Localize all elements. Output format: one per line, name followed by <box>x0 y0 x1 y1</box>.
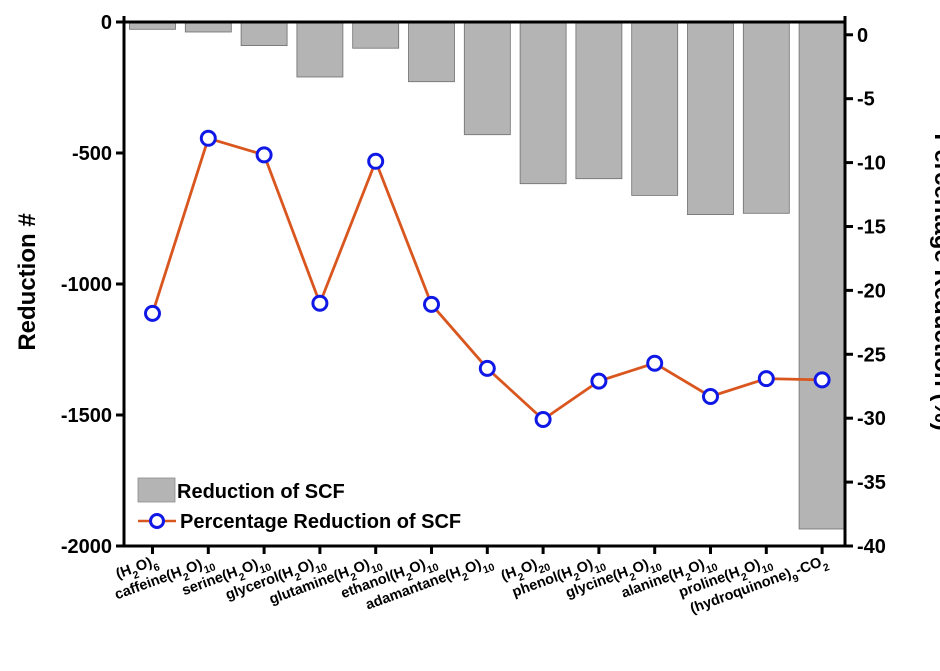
y-tick-label-left: -1000 <box>61 274 112 296</box>
data-point <box>144 304 161 322</box>
line-series <box>144 129 831 428</box>
y-tick-label-right: 0 <box>857 25 868 47</box>
y-tick-label-right: -10 <box>857 153 886 175</box>
y-axis-title-left: Reduction # <box>14 213 41 350</box>
bar <box>408 21 455 83</box>
bar <box>687 21 734 216</box>
bar <box>519 21 567 185</box>
y-tick-label-right: -25 <box>857 344 886 366</box>
data-point <box>255 146 273 164</box>
x-tick-label: (H2O)20 <box>499 553 552 590</box>
axes: 0 -500 -1000 -1500 -2000 0 -5 -10 -15 -20 -25 -30 -3… <box>61 12 886 558</box>
y-axis-title-right: Percentage Reduction (%) <box>929 133 940 430</box>
legend: Reduction of SCF Percentage Reduction of… <box>137 477 461 533</box>
data-point <box>646 354 664 372</box>
data-point <box>590 372 608 390</box>
y-tick-label-right: -30 <box>857 408 886 430</box>
bar <box>463 21 511 136</box>
bar <box>352 21 400 49</box>
data-point <box>702 388 719 405</box>
bar <box>240 21 288 47</box>
y-tick-label-right: -35 <box>857 472 886 494</box>
bar <box>798 21 846 530</box>
y-tick-label-right: -5 <box>857 89 875 111</box>
y-tick-label-right: -20 <box>857 280 886 302</box>
data-point <box>367 152 385 170</box>
bar <box>742 21 790 214</box>
legend-line-marker <box>149 513 165 529</box>
y-tick-label-left: -1500 <box>61 405 112 427</box>
y-tick-label-left: 0 <box>101 12 112 34</box>
bar <box>296 21 344 78</box>
bar <box>575 21 623 180</box>
legend-bar-label: Reduction of SCF <box>177 481 345 503</box>
data-point <box>199 129 217 147</box>
legend-bar-swatch <box>137 477 176 503</box>
legend-line-label: Percentage Reduction of SCF <box>180 511 461 533</box>
y-tick-label-left: -500 <box>72 143 112 165</box>
y-tick-label-right: -15 <box>857 216 886 238</box>
data-point <box>311 294 329 312</box>
bar <box>631 21 679 196</box>
data-point <box>478 359 496 377</box>
x-tick-label: (H2O)6 <box>114 553 162 588</box>
data-point <box>757 370 775 388</box>
data-point <box>423 295 440 313</box>
y-tick-label-left: -2000 <box>61 536 112 558</box>
category-labels: (H2O)6caffeine(H2O)10serine(H2O)10glycer… <box>113 553 832 618</box>
data-point <box>813 371 831 389</box>
data-point <box>534 411 552 428</box>
bar-series <box>129 21 846 530</box>
y-tick-label-right: -40 <box>857 536 886 558</box>
